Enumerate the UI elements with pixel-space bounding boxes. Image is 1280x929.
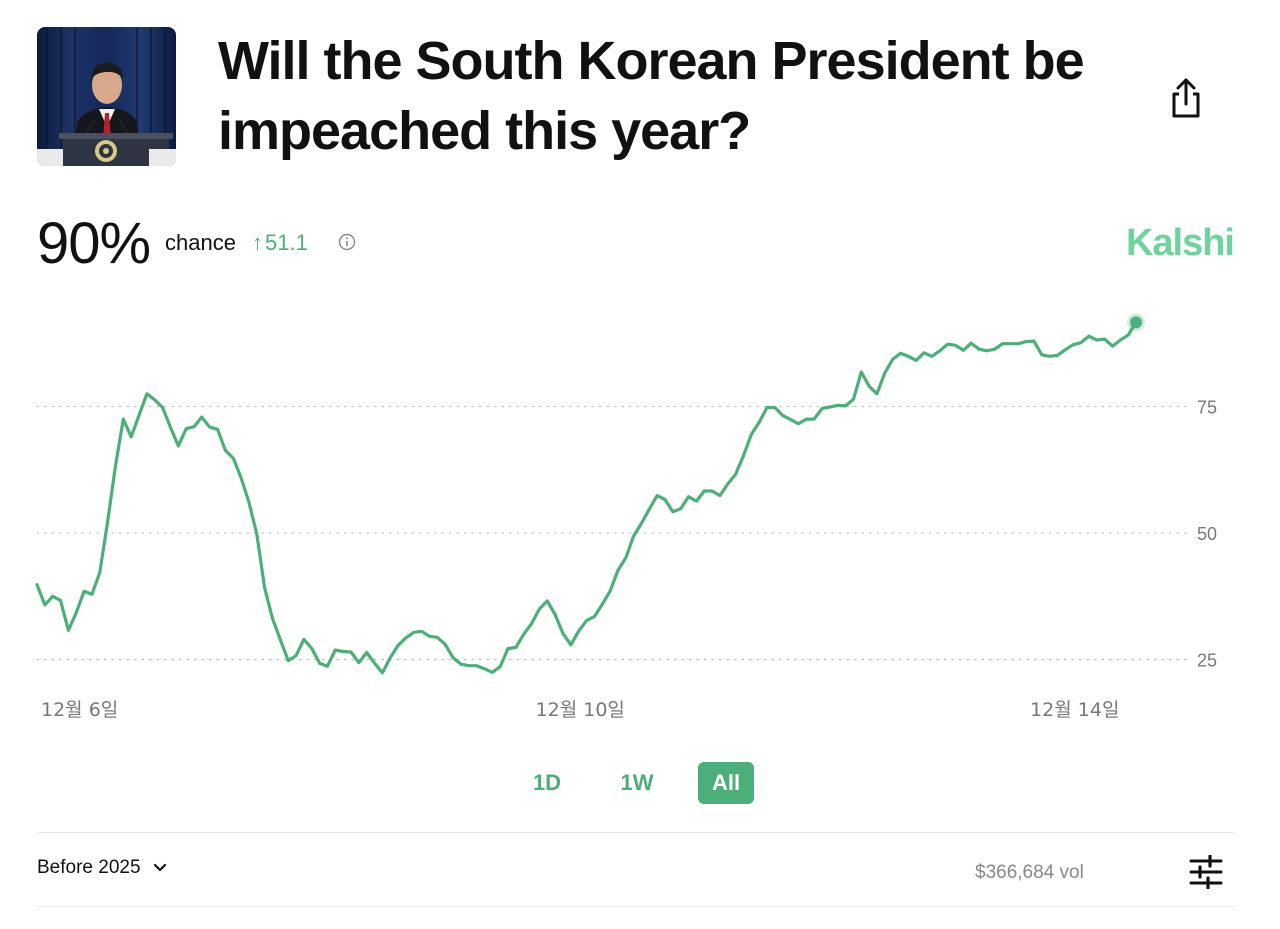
info-icon (338, 233, 356, 251)
chance-label: chance (165, 230, 236, 255)
range-selector: 1D 1W All (0, 762, 1280, 804)
range-1d-button[interactable]: 1D (521, 762, 573, 804)
chart-settings-button[interactable] (1188, 854, 1224, 890)
probability-value: 90% (37, 211, 151, 276)
arrow-up-icon: ↑ (252, 230, 263, 255)
market-title: Will the South Korean President be impea… (218, 31, 1085, 161)
probability-change-value: 51.1 (265, 230, 308, 255)
volume-unit: vol (1059, 862, 1084, 883)
outcome-dropdown[interactable]: Before 2025 (37, 857, 167, 879)
chevron-down-icon (153, 857, 167, 879)
volume-amount: $366,684 (975, 862, 1055, 883)
probability-change: ↑51.1 (252, 230, 308, 256)
divider (37, 832, 1235, 833)
price-history-chart[interactable]: 25 50 75 12월 6일 12월 10일 12월 14일 (0, 290, 1280, 730)
outcome-label: Before 2025 (37, 857, 141, 879)
y-tick-label-50: 50 (1197, 524, 1217, 544)
x-tick-label-0: 12월 6일 (41, 699, 118, 721)
info-button[interactable] (338, 233, 356, 251)
range-all-button[interactable]: All (698, 762, 754, 804)
endpoint-marker (1130, 316, 1142, 329)
x-tick-label-1: 12월 10일 (536, 699, 625, 721)
share-icon (1172, 78, 1200, 118)
range-1w-button[interactable]: 1W (609, 762, 665, 804)
y-tick-label-75: 75 (1197, 397, 1217, 417)
brand-logo: Kalshi (1125, 222, 1235, 264)
share-button[interactable] (1166, 76, 1206, 120)
volume-text: $366,684 vol (975, 862, 1084, 884)
y-tick-label-25: 25 (1197, 651, 1217, 671)
market-thumbnail (37, 27, 176, 166)
series-line-yes (35, 320, 1138, 675)
divider (37, 906, 1235, 907)
sliders-icon (1189, 854, 1223, 890)
x-tick-label-2: 12월 14일 (1030, 699, 1119, 721)
